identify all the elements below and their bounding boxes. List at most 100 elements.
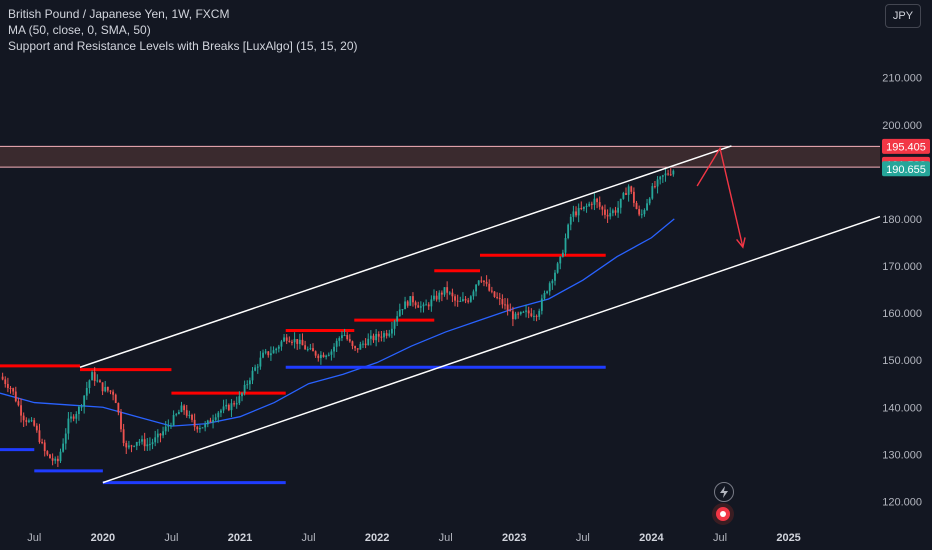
candle-body	[243, 384, 246, 394]
y-tick-label: 210.000	[882, 73, 922, 85]
candle-body	[619, 198, 622, 208]
candle-body	[41, 442, 44, 444]
candle-body	[443, 287, 446, 295]
candle-body	[488, 283, 491, 291]
currency-button[interactable]: JPY	[885, 4, 921, 28]
candle-body	[177, 412, 180, 415]
sr-indicator-label[interactable]: Support and Resistance Levels with Break…	[8, 39, 358, 53]
candle-body	[472, 291, 475, 297]
channel-upper-line[interactable]	[79, 145, 732, 368]
candle-body	[598, 202, 601, 207]
candle-body	[654, 186, 656, 188]
projection-arrow-path[interactable]	[696, 146, 744, 248]
candle-body	[477, 280, 480, 285]
candle-body	[580, 208, 583, 210]
candle-body	[185, 410, 188, 416]
y-tick-label: 150.000	[882, 355, 922, 367]
candle-body	[325, 355, 328, 358]
candle-body	[451, 292, 454, 297]
candle-body	[448, 292, 451, 294]
candle-body	[135, 442, 138, 446]
candle-body	[393, 321, 396, 329]
channel-lower-line[interactable]	[102, 215, 881, 484]
candle-body	[93, 372, 96, 381]
candle-body	[72, 416, 75, 419]
candle-body	[511, 311, 514, 320]
candle-body	[14, 391, 17, 402]
candle-body	[112, 391, 115, 395]
candle-body	[209, 420, 212, 423]
candle-body	[20, 405, 22, 416]
lightning-icon[interactable]	[714, 482, 734, 502]
candle-body	[632, 191, 635, 203]
candle-body	[364, 343, 367, 346]
zone-price-label-bg	[882, 138, 930, 154]
candle-body	[535, 315, 538, 317]
candle-body	[62, 443, 65, 452]
candle-body	[104, 386, 107, 392]
candle-body	[106, 386, 109, 391]
candle-body	[525, 310, 527, 312]
candle-body	[88, 380, 91, 389]
candle-body	[412, 296, 414, 303]
candle-body	[164, 426, 167, 432]
candle-body	[543, 293, 546, 299]
candle-body	[141, 439, 143, 442]
candle-body	[640, 214, 643, 216]
candle-body	[672, 170, 675, 175]
candle-body	[577, 208, 580, 216]
y-tick-label: 200.000	[882, 120, 922, 132]
candle-body	[288, 340, 291, 342]
candle-body	[317, 355, 320, 359]
candle-body	[604, 209, 606, 215]
candle-body	[35, 425, 38, 431]
x-tick-label: 2020	[91, 532, 115, 544]
candle-body	[569, 216, 572, 225]
candle-body	[230, 403, 233, 411]
candle-body	[630, 186, 633, 192]
y-tick-label: 160.000	[882, 308, 922, 320]
candle-body	[414, 302, 417, 306]
candle-body	[59, 451, 62, 462]
candle-body	[109, 390, 112, 392]
candle-body	[312, 348, 314, 352]
candle-body	[56, 458, 59, 462]
candle-body	[614, 210, 617, 213]
candle-body	[267, 351, 270, 356]
ma-indicator-label[interactable]: MA (50, close, 0, SMA, 50)	[8, 23, 151, 37]
candle-body	[222, 406, 225, 411]
candle-body	[193, 419, 196, 427]
candle-body	[438, 292, 441, 300]
candle-body	[588, 203, 591, 206]
candle-body	[30, 420, 33, 422]
candle-body	[375, 334, 378, 341]
candle-body	[172, 415, 175, 426]
alert-icon[interactable]	[712, 503, 734, 525]
candle-body	[330, 351, 333, 355]
candle-body	[490, 290, 493, 292]
candle-body	[362, 343, 364, 345]
x-tick-label: Jul	[713, 532, 727, 544]
candle-body	[322, 354, 325, 358]
candle-body	[561, 252, 564, 257]
candle-body	[348, 339, 351, 342]
candle-body	[238, 396, 241, 404]
candle-body	[227, 404, 230, 411]
candle-body	[77, 406, 80, 415]
candle-body	[514, 313, 517, 320]
symbol-title[interactable]: British Pound / Japanese Yen, 1W, FXCM	[8, 7, 230, 21]
candle-body	[220, 410, 222, 413]
candle-body	[430, 299, 433, 307]
candle-body	[659, 176, 662, 180]
x-tick-label: 2024	[639, 532, 664, 544]
candle-body	[38, 430, 41, 443]
candle-body	[498, 297, 501, 299]
candle-body	[191, 414, 193, 420]
candle-body	[609, 213, 612, 217]
candle-body	[475, 284, 478, 292]
candle-body	[51, 458, 54, 461]
candle-body	[67, 418, 70, 434]
candle-body	[204, 424, 207, 428]
candle-body	[356, 348, 359, 350]
